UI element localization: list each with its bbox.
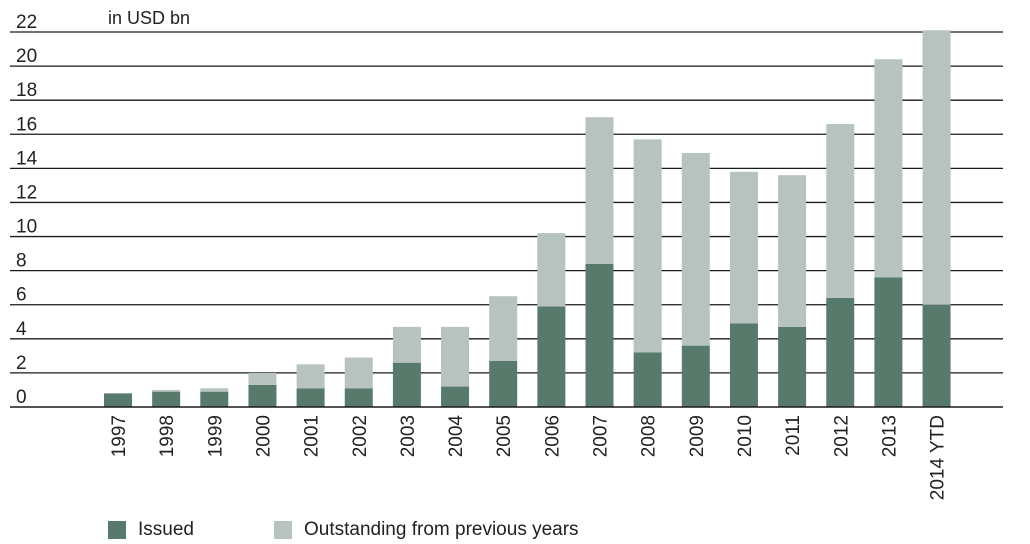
- x-tick-label: 1997: [109, 415, 130, 457]
- bar-outstanding: [489, 296, 518, 361]
- bar-issued: [922, 304, 951, 407]
- bar-issued: [585, 263, 614, 407]
- bars: [104, 30, 951, 407]
- y-tick-label: 14: [16, 148, 38, 169]
- bar-issued: [681, 345, 710, 407]
- x-tick-label: 1999: [205, 415, 226, 457]
- bar-outstanding: [826, 124, 855, 298]
- legend-item-outstanding: Outstanding from previous years: [273, 519, 579, 541]
- bar-outstanding: [441, 326, 470, 387]
- x-tick-label: 2009: [687, 415, 708, 457]
- bar-issued: [392, 362, 421, 407]
- bar-issued: [104, 393, 132, 407]
- y-tick-label: 18: [16, 80, 37, 101]
- bar-issued: [729, 323, 758, 407]
- legend-label-outstanding: Outstanding from previous years: [303, 519, 579, 540]
- x-tick-label: 2008: [639, 415, 660, 457]
- legend-label-issued: Issued: [138, 519, 194, 540]
- legend-swatch-outstanding: [273, 521, 292, 539]
- bar-issued: [874, 277, 903, 407]
- bar-issued: [826, 297, 855, 407]
- x-tick-label: 2002: [350, 415, 371, 457]
- x-tick-label: 2001: [302, 415, 323, 457]
- x-tick-label: 2014 YTD: [928, 415, 949, 500]
- bar-issued: [778, 326, 807, 407]
- y-tick-label: 10: [16, 217, 37, 238]
- x-tick-label: 1998: [157, 415, 178, 457]
- bar-outstanding: [344, 357, 373, 389]
- y-tick-label: 22: [16, 12, 37, 33]
- x-tick-label: 2013: [879, 415, 900, 457]
- bar-issued: [537, 306, 566, 407]
- x-tick-label: 2011: [783, 415, 804, 456]
- y-tick-label: 12: [16, 182, 37, 203]
- x-tick-label: 2004: [446, 415, 467, 458]
- bar-issued: [441, 386, 470, 407]
- x-tick-label: 2000: [253, 415, 274, 457]
- bar-outstanding: [633, 139, 662, 353]
- bar-issued: [344, 388, 373, 407]
- bar-issued: [633, 352, 662, 407]
- x-tick-label: 2006: [542, 415, 563, 457]
- bar-outstanding: [922, 30, 951, 305]
- y-tick-label: 20: [16, 46, 37, 67]
- bar-outstanding: [681, 153, 710, 346]
- y-tick-label: 4: [16, 319, 27, 340]
- legend-item-issued: Issued: [108, 519, 194, 541]
- x-axis-tick-labels: 1997 1998 1999 2000 2001 2002 2003 2004 2005 2006…: [109, 415, 949, 501]
- x-tick-label: 2010: [735, 415, 756, 457]
- bar-outstanding: [248, 372, 277, 385]
- bar-outstanding: [200, 388, 229, 392]
- legend: Issued Outstanding from previous years: [108, 518, 659, 542]
- legend-swatch-issued: [108, 521, 126, 539]
- bar-issued: [248, 384, 277, 407]
- bar-outstanding: [392, 326, 421, 363]
- bar-issued: [296, 388, 325, 407]
- y-axis-tick-labels: 0 2 4 6 8 10 12 14 16 18 20 22: [16, 12, 38, 408]
- y-tick-label: 16: [16, 114, 37, 135]
- bar-outstanding: [874, 59, 903, 278]
- y-tick-label: 2: [16, 353, 27, 374]
- bar-outstanding: [729, 171, 758, 324]
- x-tick-label: 2005: [494, 415, 515, 457]
- bar-outstanding: [585, 117, 614, 264]
- x-tick-label: 2012: [831, 415, 852, 457]
- x-tick-label: 2007: [591, 415, 612, 457]
- bar-outstanding: [152, 389, 181, 392]
- y-tick-label: 8: [16, 251, 27, 272]
- unit-label: in USD bn: [108, 8, 190, 28]
- bar-outstanding: [537, 233, 566, 307]
- bar-issued: [489, 360, 518, 407]
- y-tick-label: 6: [16, 285, 27, 306]
- x-tick-label: 2003: [398, 415, 419, 457]
- bar-issued: [152, 391, 181, 407]
- bar-issued: [200, 391, 229, 407]
- gridlines: [10, 31, 1003, 374]
- y-tick-label: 0: [16, 387, 27, 408]
- bar-outstanding: [296, 364, 325, 389]
- bar-outstanding: [778, 175, 807, 327]
